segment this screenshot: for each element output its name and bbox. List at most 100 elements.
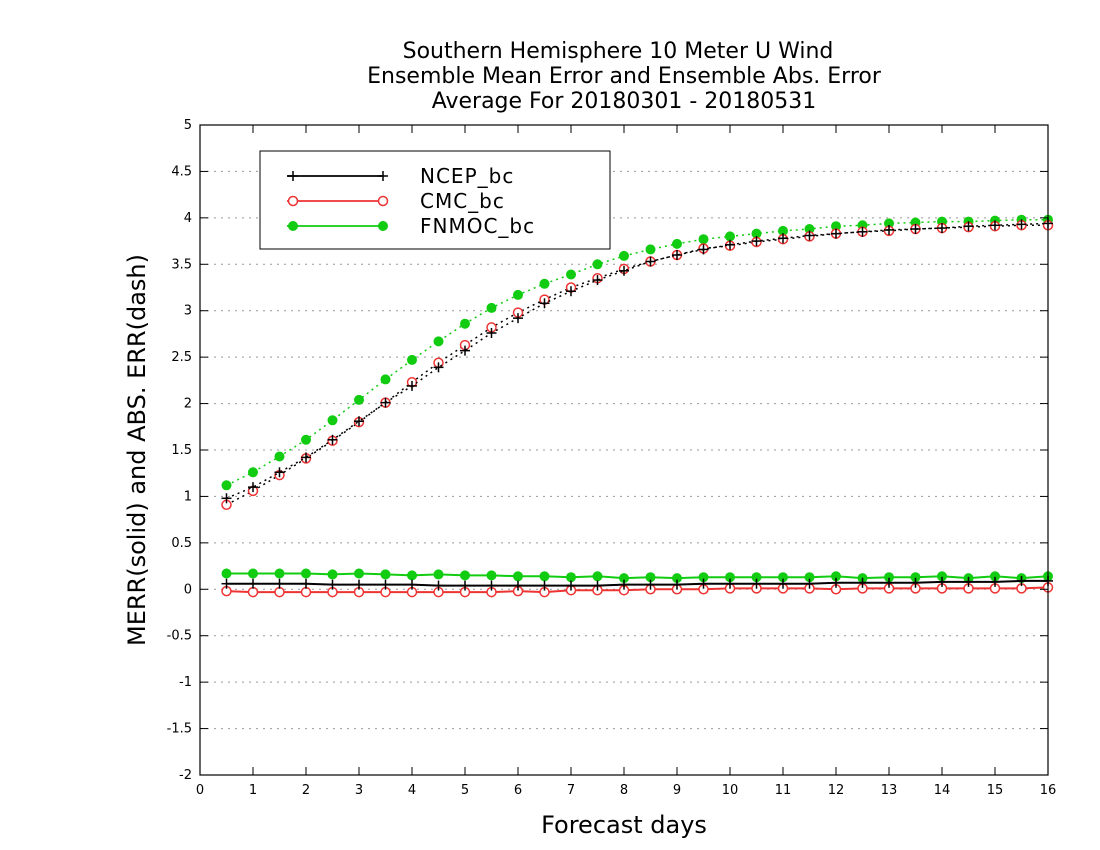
abs-err-point-ncep-bc [248, 482, 258, 493]
abs-err-line-fnmoc-bc [226, 218, 1048, 486]
legend-label-ncep-bc: NCEP_bc [420, 164, 514, 188]
x-tick-label: 10 [722, 783, 739, 798]
y-tick-label: 1 [184, 489, 192, 504]
abs-err-point-fnmoc-bc [407, 354, 417, 365]
abs-err-point-fnmoc-bc [486, 302, 497, 313]
merr-point-ncep-bc [248, 578, 258, 589]
x-tick-label: 16 [1040, 783, 1057, 798]
chart-title-line-1: Southern Hemisphere 10 Meter U Wind [403, 39, 834, 64]
y-tick-label: 2.5 [171, 350, 192, 365]
legend-box [259, 150, 611, 250]
merr-point-fnmoc-bc [354, 568, 364, 579]
abs-err-point-fnmoc-bc [433, 336, 444, 347]
merr-point-fnmoc-bc [248, 568, 258, 579]
merr-point-ncep-bc [990, 576, 1000, 587]
abs-err-point-ncep-bc [354, 416, 364, 427]
abs-err-point-ncep-bc [380, 397, 391, 408]
y-tick-label: -0.5 [167, 629, 192, 644]
merr-point-ncep-bc [778, 578, 788, 589]
merr-point-ncep-bc [884, 577, 894, 588]
abs-err-point-fnmoc-bc [248, 467, 258, 478]
y-tick-label: 1.5 [171, 443, 192, 458]
y-tick-label: 3 [184, 304, 192, 319]
abs-err-point-ncep-bc [513, 313, 523, 324]
series-fnmoc-bc [221, 214, 1053, 584]
abs-err-point-ncep-bc [751, 236, 762, 247]
merr-point-fnmoc-bc [327, 569, 338, 580]
abs-err-point-ncep-bc [407, 380, 417, 391]
x-tick-label: 6 [514, 783, 522, 798]
abs-err-point-ncep-bc [1016, 219, 1027, 230]
abs-err-point-ncep-bc [486, 328, 497, 338]
legend-marker-left-cmc-bc [287, 195, 299, 207]
merr-line-cmc-bc [226, 586, 1049, 594]
legend-marker-right-ncep-bc [378, 171, 388, 181]
abs-err-point-fnmoc-bc [354, 394, 364, 405]
legend-marker-right-fnmoc-bc [378, 221, 388, 231]
abs-err-point-ncep-bc [698, 244, 709, 255]
abs-err-point-ncep-bc [539, 298, 550, 309]
y-tick-label: 4.5 [171, 164, 192, 179]
abs-err-point-ncep-bc [831, 228, 841, 239]
merr-point-fnmoc-bc [221, 568, 232, 579]
x-tick-label: 14 [934, 783, 951, 798]
merr-point-ncep-bc [725, 578, 735, 589]
abs-err-point-fnmoc-bc [725, 231, 735, 242]
merr-point-ncep-bc [380, 579, 391, 590]
merr-point-fnmoc-bc [460, 570, 470, 581]
merr-point-ncep-bc [1016, 575, 1027, 586]
abs-err-point-fnmoc-bc [513, 289, 523, 300]
x-tick-label: 1 [249, 783, 257, 798]
abs-err-point-ncep-bc [990, 220, 1000, 231]
merr-point-fnmoc-bc [592, 571, 603, 582]
abs-err-point-ncep-bc [592, 275, 603, 286]
y-tick-label: -1 [179, 675, 192, 690]
abs-err-point-ncep-bc [301, 452, 311, 463]
merr-point-ncep-bc [513, 580, 523, 591]
abs-err-point-fnmoc-bc [619, 250, 629, 261]
x-tick-label: 13 [881, 783, 898, 798]
series-layer [221, 214, 1054, 598]
abs-err-point-fnmoc-bc [380, 374, 391, 385]
legend-marker-right-cmc-bc [377, 195, 389, 207]
abs-err-point-fnmoc-bc [698, 234, 709, 245]
abs-err-point-fnmoc-bc [327, 415, 338, 426]
x-tick-label: 8 [620, 783, 628, 798]
abs-err-point-ncep-bc [619, 265, 629, 276]
merr-point-ncep-bc [751, 578, 762, 589]
merr-line-ncep-bc [226, 579, 1048, 587]
abs-err-point-fnmoc-bc [566, 269, 576, 280]
merr-point-ncep-bc [460, 580, 470, 591]
series-cmc-bc [221, 220, 1054, 598]
abs-err-point-ncep-bc [274, 467, 285, 478]
legend-label-cmc-bc: CMC_bc [420, 189, 505, 213]
legend-marker-left-ncep-bc [288, 171, 298, 181]
abs-err-point-ncep-bc [937, 223, 947, 234]
legend-label-fnmoc-bc: FNMOC_bc [420, 214, 535, 238]
merr-point-fnmoc-bc [539, 571, 550, 582]
merr-point-ncep-bc [327, 579, 338, 590]
abs-err-point-ncep-bc [778, 233, 788, 244]
y-tick-label: 0 [184, 582, 192, 597]
chart-title-line-3: Average For 20180301 - 20180531 [432, 89, 817, 114]
merr-point-ncep-bc [910, 577, 921, 588]
abs-err-point-fnmoc-bc [672, 238, 682, 249]
merr-point-ncep-bc [672, 579, 682, 590]
merr-point-fnmoc-bc [301, 568, 311, 579]
merr-point-fnmoc-bc [513, 571, 523, 582]
abs-err-point-fnmoc-bc [221, 480, 232, 491]
abs-err-point-fnmoc-bc [592, 259, 603, 270]
merr-point-ncep-bc [831, 577, 841, 588]
merr-point-cmc-bc [300, 586, 312, 598]
x-tick-label: 2 [302, 783, 310, 798]
y-axis-label: MERR(solid) and ABS. ERR(dash) [123, 254, 151, 646]
abs-err-point-ncep-bc [963, 221, 974, 232]
merr-point-ncep-bc [937, 576, 947, 587]
merr-point-fnmoc-bc [274, 568, 285, 579]
abs-err-point-ncep-bc [433, 362, 444, 373]
merr-point-cmc-bc [247, 586, 259, 598]
y-tick-label: 5 [184, 118, 192, 133]
chart-title: Southern Hemisphere 10 Meter U Wind Ense… [367, 39, 882, 114]
abs-err-point-ncep-bc [910, 224, 921, 234]
merr-point-ncep-bc [619, 579, 629, 590]
